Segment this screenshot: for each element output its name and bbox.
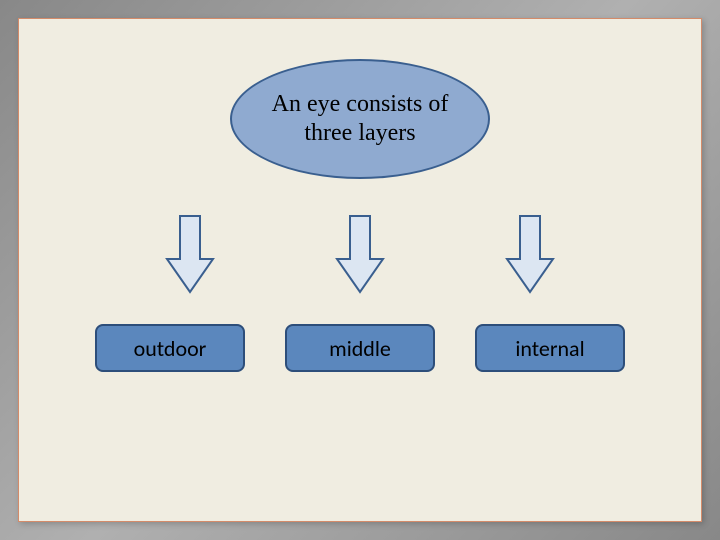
box-label: outdoor [134,335,207,362]
arrows-row [19,214,701,294]
box-label: internal [515,335,584,362]
layer-box-outdoor: outdoor [95,324,245,372]
slide-panel: An eye consists of three layers outdoor … [18,18,702,522]
layer-box-internal: internal [475,324,625,372]
title-text: An eye consists of three layers [262,90,458,148]
box-label: middle [329,335,391,362]
title-ellipse: An eye consists of three layers [230,59,490,179]
arrow-down-icon [505,214,555,294]
layer-box-middle: middle [285,324,435,372]
boxes-row: outdoor middle internal [19,324,701,372]
arrow-down-icon [335,214,385,294]
arrow-down-icon [165,214,215,294]
